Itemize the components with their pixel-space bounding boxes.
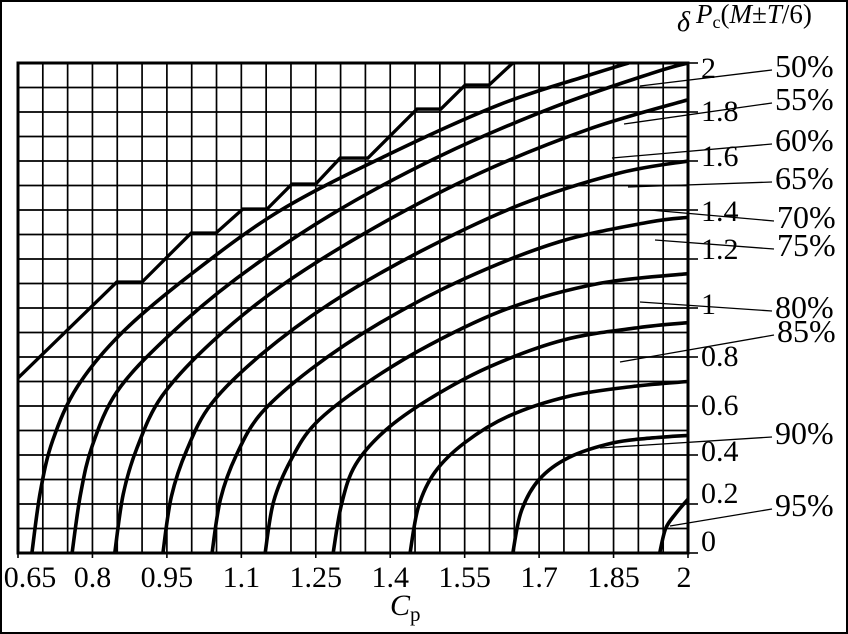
curve-50% bbox=[30, 63, 631, 553]
y-tick-label-1.2: 1.2 bbox=[701, 233, 739, 266]
series-label-90%: 90% bbox=[775, 415, 834, 451]
leader-85% bbox=[619, 334, 775, 363]
x-tick-label-0.65: 0.65 bbox=[4, 561, 57, 594]
curve-55% bbox=[70, 63, 688, 553]
x-axis-title: Cp bbox=[390, 589, 421, 626]
series-label-55%: 55% bbox=[775, 81, 834, 117]
curve-90% bbox=[511, 433, 688, 553]
curve-60% bbox=[112, 97, 688, 553]
y-tick-label-2: 2 bbox=[701, 52, 716, 85]
y-axis-title: Pc(M±T/6) bbox=[695, 0, 812, 32]
leader-55% bbox=[623, 102, 773, 125]
leader-70% bbox=[649, 209, 775, 222]
percent-labels: 50%55% 60%65%70%75% 80%85% 90% 95% bbox=[775, 48, 836, 523]
y-tick-label-0.4: 0.4 bbox=[701, 435, 739, 468]
curve-95% bbox=[657, 497, 688, 553]
series-label-85%: 85% bbox=[777, 313, 836, 349]
tick-marks bbox=[17, 62, 698, 558]
x-tick-label-1.7: 1.7 bbox=[520, 561, 558, 594]
y-tick-label-0: 0 bbox=[701, 525, 716, 558]
y-axis-title-tail: /6) bbox=[782, 0, 812, 29]
series-label-70%: 70% bbox=[777, 199, 836, 235]
leader-65% bbox=[627, 181, 773, 188]
leader-75% bbox=[654, 239, 775, 250]
y-axis-title-delta: δ bbox=[677, 7, 691, 38]
x-tick-label-1.4: 1.4 bbox=[371, 561, 409, 594]
series-label-95%: 95% bbox=[775, 487, 834, 523]
curve-80% bbox=[331, 320, 688, 553]
x-tick-label-1.1: 1.1 bbox=[223, 561, 261, 594]
y-axis-title-m: M bbox=[729, 0, 754, 29]
leader-60% bbox=[611, 143, 773, 159]
y-axis-title-p-sub: c bbox=[713, 12, 721, 32]
y-tick-label-1: 1 bbox=[701, 288, 716, 321]
y-axis-title-open: ( bbox=[721, 0, 730, 29]
curve-75% bbox=[263, 271, 688, 553]
x-tick-label-1.25: 1.25 bbox=[290, 561, 343, 594]
y-tick-labels: 2 1.8 1.6 1.4 1.2 1 0.8 0.6 0.4 0.2 0 bbox=[701, 52, 739, 558]
curve-85% bbox=[408, 379, 688, 553]
curves bbox=[18, 63, 688, 553]
x-axis-title-sub: p bbox=[410, 602, 421, 626]
grid-lines bbox=[17, 62, 689, 554]
x-tick-label-1.55: 1.55 bbox=[438, 561, 491, 594]
series-label-50%: 50% bbox=[775, 48, 834, 84]
x-tick-label-0.8: 0.8 bbox=[74, 561, 112, 594]
leader-lines bbox=[599, 69, 775, 527]
series-label-65%: 65% bbox=[775, 160, 834, 196]
leader-95% bbox=[669, 508, 773, 527]
y-axis-title-t: T bbox=[767, 0, 784, 29]
x-tick-label-2: 2 bbox=[677, 561, 692, 594]
x-axis-title-c: C bbox=[390, 589, 411, 622]
series-label-80%: 80% bbox=[775, 289, 834, 325]
x-tick-labels: 0.65 0.8 0.95 1.1 1.25 1.4 1.55 1.7 1.85 2 bbox=[4, 561, 692, 594]
y-axis-title-p: P bbox=[695, 0, 713, 29]
y-tick-label-1.4: 1.4 bbox=[701, 195, 739, 228]
y-tick-label-1.6: 1.6 bbox=[701, 140, 739, 173]
leader-90% bbox=[599, 436, 773, 449]
leader-50% bbox=[639, 69, 773, 87]
y-tick-label-0.6: 0.6 bbox=[701, 389, 739, 422]
y-axis-title-plusminus: ± bbox=[752, 0, 767, 29]
curve-65% bbox=[161, 159, 688, 553]
y-tick-label-0.8: 0.8 bbox=[701, 340, 739, 373]
y-tick-label-0.2: 0.2 bbox=[701, 477, 739, 510]
curve-70% bbox=[210, 215, 688, 553]
leader-80% bbox=[639, 301, 773, 312]
stepped-line bbox=[18, 63, 514, 380]
y-tick-label-1.8: 1.8 bbox=[701, 95, 739, 128]
x-tick-label-0.95: 0.95 bbox=[141, 561, 194, 594]
series-label-75%: 75% bbox=[777, 227, 836, 263]
series-label-60%: 60% bbox=[775, 122, 834, 158]
x-tick-label-1.85: 1.85 bbox=[587, 561, 640, 594]
